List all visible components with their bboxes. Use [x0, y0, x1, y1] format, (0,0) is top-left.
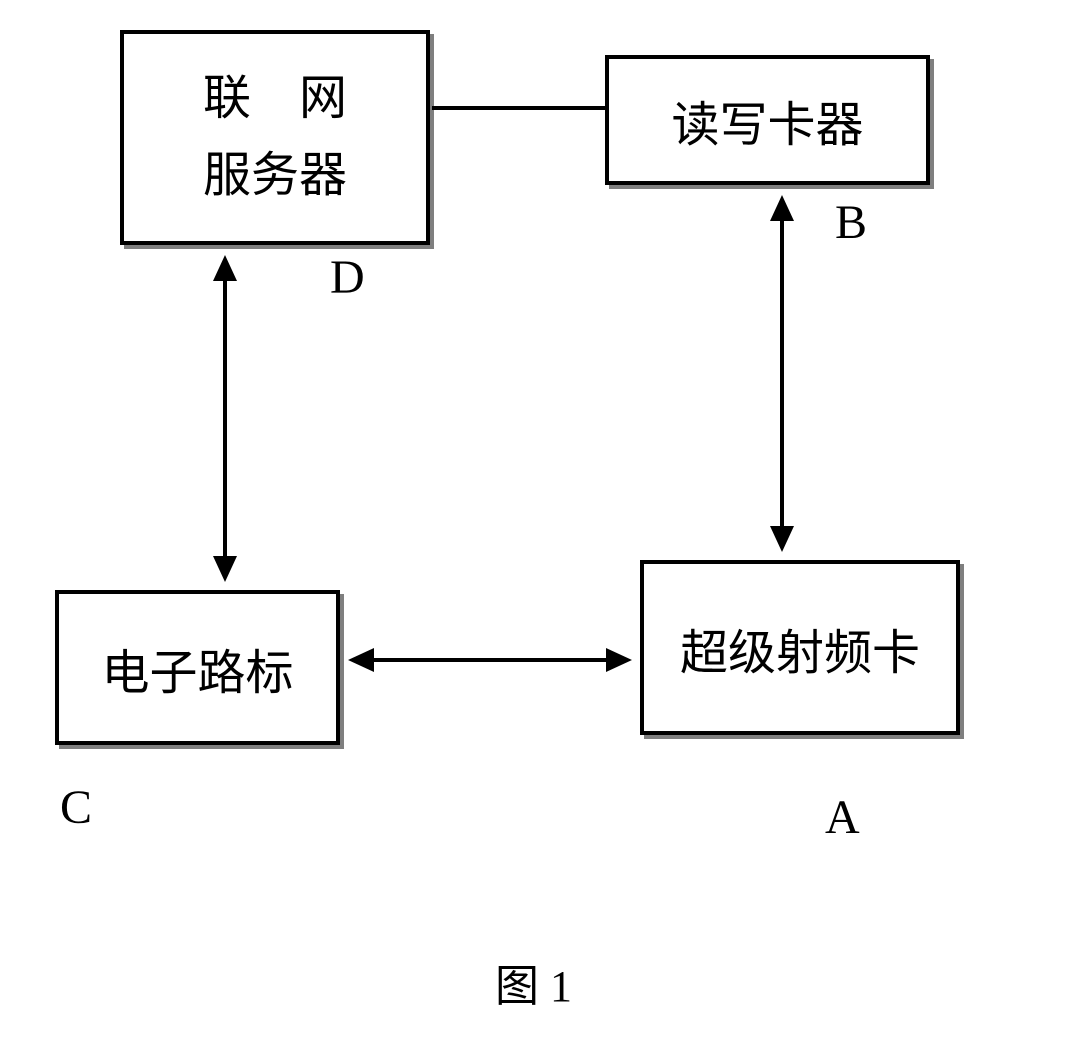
node-A-text: 超级射频卡	[680, 613, 920, 683]
node-C-text: 电子路标	[101, 633, 293, 703]
node-A: 超级射频卡	[640, 560, 960, 735]
node-B-text: 读写卡器	[671, 85, 863, 155]
label-A: A	[825, 790, 860, 845]
label-C: C	[60, 780, 92, 835]
label-B: B	[835, 195, 867, 250]
node-D: 联 网 服务器	[120, 30, 430, 245]
figure-caption: 图 1	[495, 950, 572, 1014]
label-D: D	[330, 250, 365, 305]
node-C: 电子路标	[55, 590, 340, 745]
node-D-line1: 联 网	[203, 61, 347, 138]
diagram-canvas: 联 网 服务器 D 读写卡器 B 电子路标 C 超级射频卡 A 图 1	[0, 0, 1090, 1039]
node-B: 读写卡器	[605, 55, 930, 185]
node-D-line2: 服务器	[203, 138, 347, 215]
